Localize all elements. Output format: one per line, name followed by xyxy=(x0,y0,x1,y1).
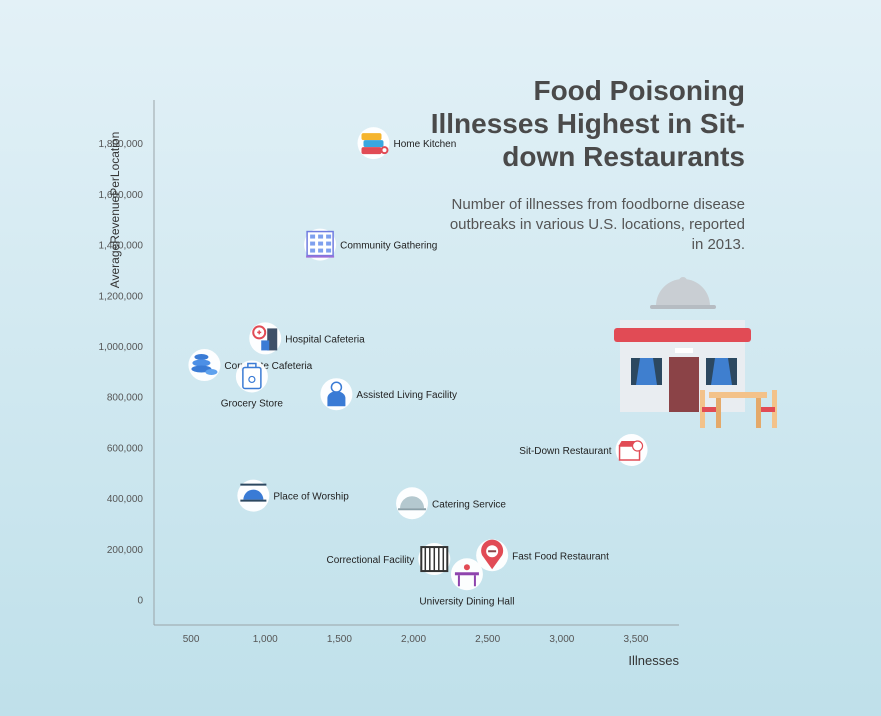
food-stack-icon xyxy=(191,354,218,376)
y-tick-label: 1,400,000 xyxy=(99,241,144,252)
data-point: Assisted Living Facility xyxy=(320,378,457,411)
x-tick-label: 3,500 xyxy=(623,634,648,645)
chart-title: Food Poisoning Illnesses Highest in Sit-… xyxy=(430,75,745,172)
jail-icon xyxy=(420,546,449,573)
x-tick-label: 2,000 xyxy=(401,634,426,645)
point-label: Hospital Cafeteria xyxy=(285,334,365,345)
point-label: Grocery Store xyxy=(221,398,284,409)
point-label: Sit-Down Restaurant xyxy=(519,446,611,457)
y-tick-label: 400,000 xyxy=(107,494,144,505)
data-point: Sit-Down Restaurant xyxy=(519,434,648,466)
point-label: Fast Food Restaurant xyxy=(512,551,609,562)
x-tick-label: 1,000 xyxy=(253,634,278,645)
point-label: Assisted Living Facility xyxy=(356,390,457,401)
y-tick-label: 600,000 xyxy=(107,443,144,454)
x-axis-label: Illnesses xyxy=(628,653,679,668)
building-icon xyxy=(306,230,335,258)
point-label: Place of Worship xyxy=(273,492,349,503)
data-point: Home Kitchen xyxy=(357,127,456,160)
y-tick-label: 800,000 xyxy=(107,393,144,404)
hospital-icon xyxy=(252,325,278,351)
x-tick-label: 500 xyxy=(183,634,200,645)
point-label: Community Gathering xyxy=(340,241,437,252)
y-tick-label: 1,000,000 xyxy=(99,342,144,353)
stacked-cups-icon xyxy=(361,133,389,155)
data-point: Hospital Cafeteria xyxy=(249,322,365,355)
point-label: Catering Service xyxy=(432,499,506,510)
x-tick-label: 2,500 xyxy=(475,634,500,645)
chart-subtitle: Number of illnesses from foodborne disea… xyxy=(449,196,745,253)
data-point: Community Gathering xyxy=(304,228,437,261)
cloche-table-icon xyxy=(240,483,267,502)
data-point: Grocery Store xyxy=(221,360,284,409)
restaurant-illustration-icon xyxy=(614,277,777,428)
point-label: University Dining Hall xyxy=(419,596,514,607)
data-point: Place of Worship xyxy=(237,479,349,512)
data-point: University Dining Hall xyxy=(419,558,514,607)
x-tick-label: 3,000 xyxy=(549,634,574,645)
data-point: Fast Food Restaurant xyxy=(476,539,609,572)
data-point: Correctional Facility xyxy=(326,543,451,576)
cloche-icon xyxy=(398,496,427,511)
y-tick-label: 1,800,000 xyxy=(99,139,144,150)
data-point: Corporate Cafeteria xyxy=(188,349,313,382)
grocery-bag-icon xyxy=(242,362,262,390)
caretaker-icon xyxy=(327,381,346,407)
dining-table-icon xyxy=(454,564,479,587)
point-label: Home Kitchen xyxy=(393,139,456,150)
x-tick-label: 1,500 xyxy=(327,634,352,645)
burger-pin-icon xyxy=(481,539,504,570)
point-label: Correctional Facility xyxy=(326,555,414,566)
y-tick-label: 1,600,000 xyxy=(99,190,144,201)
y-tick-label: 0 xyxy=(137,596,143,607)
data-point: Catering Service xyxy=(396,487,506,520)
y-axis-label: AverageRevenuePerLocation xyxy=(108,132,122,289)
y-tick-label: 1,200,000 xyxy=(99,291,144,302)
restaurant-icon xyxy=(618,440,644,461)
point-label: Corporate Cafeteria xyxy=(224,361,312,372)
y-tick-label: 200,000 xyxy=(107,545,144,556)
